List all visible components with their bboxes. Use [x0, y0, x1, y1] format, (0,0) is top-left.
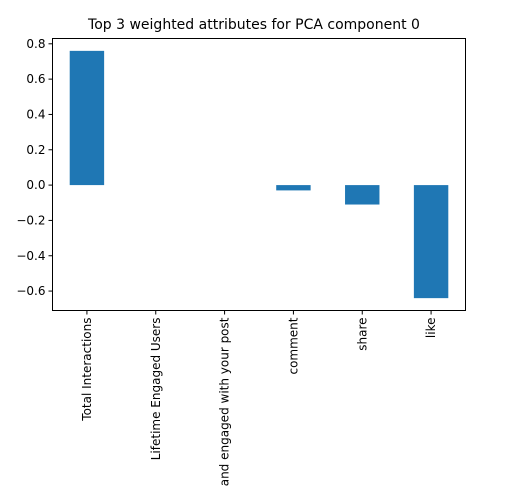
y-tick-label-1: −0.4	[16, 249, 45, 263]
x-tick-label-3: comment	[286, 317, 300, 374]
bar-3	[276, 185, 311, 191]
y-tick-label-5: 0.4	[26, 107, 45, 121]
x-tick-label-2: and engaged with your post	[218, 317, 232, 486]
bar-5	[413, 185, 449, 299]
chart-title: Top 3 weighted attributes for PCA compon…	[87, 17, 420, 33]
y-tick-label-6: 0.6	[26, 72, 45, 86]
axes-frame	[52, 38, 466, 311]
x-tick-label-5: like	[424, 318, 438, 339]
bar-4	[345, 185, 380, 205]
y-axis: −0.6 −0.4 −0.2 0.0 0.2 0.4 0.6 0.8	[16, 37, 53, 298]
y-tick-label-0: −0.6	[16, 284, 45, 298]
x-axis: Total Interactions Lifetime Engaged Users…	[80, 310, 438, 486]
y-tick-label-4: 0.2	[26, 143, 45, 157]
bar-0	[69, 50, 105, 186]
x-tick-label-4: share	[355, 318, 369, 351]
y-tick-label-7: 0.8	[26, 37, 45, 51]
y-tick-label-3: 0.0	[26, 178, 45, 192]
y-tick-label-2: −0.2	[16, 213, 45, 227]
x-tick-label-0: Total Interactions	[80, 318, 94, 422]
x-tick-label-1: Lifetime Engaged Users	[149, 318, 163, 461]
bars-layer	[69, 50, 449, 299]
